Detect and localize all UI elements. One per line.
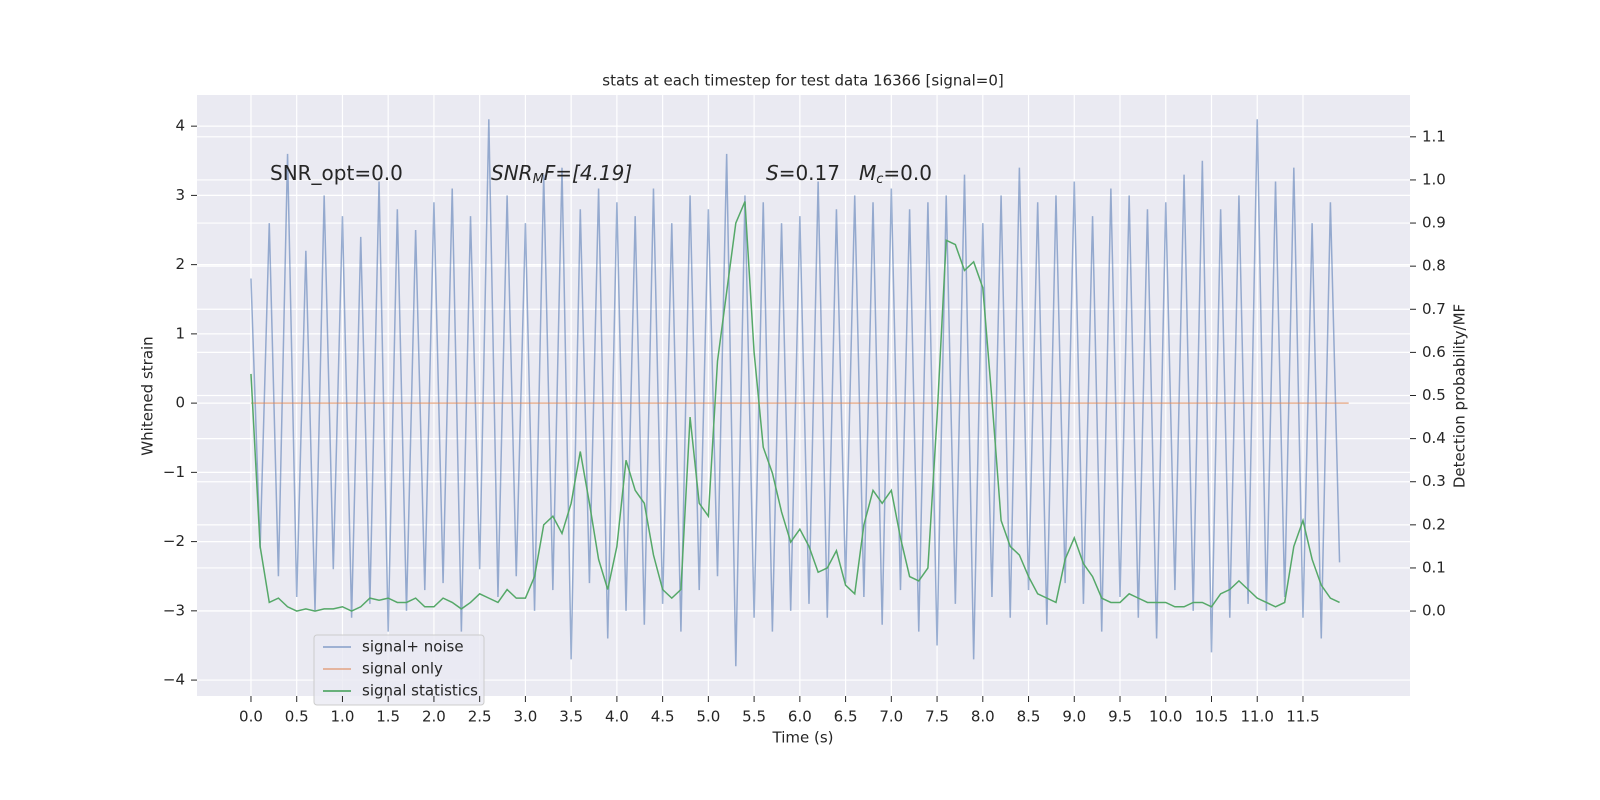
x-tick-label: 2.0 (422, 708, 446, 726)
annotation-text: S (766, 161, 779, 185)
x-tick-label: 10.5 (1195, 708, 1228, 726)
y2-tick-label: 1.1 (1422, 127, 1446, 145)
y-tick-label: 2 (175, 255, 185, 273)
x-tick-label: 9.5 (1108, 708, 1132, 726)
y-tick-label: −1 (163, 463, 185, 481)
annotation-text: =0.17 (779, 161, 840, 185)
y-tick-label: 0 (175, 394, 185, 412)
x-tick-label: 3.5 (559, 708, 583, 726)
y2-tick-label: 0.1 (1422, 558, 1446, 576)
annotation-text: M (533, 172, 544, 187)
annotation-text: c (876, 172, 883, 187)
chart-title: stats at each timestep for test data 163… (602, 72, 1003, 90)
x-tick-label: 11.0 (1241, 708, 1274, 726)
x-tick-label: 1.0 (331, 708, 355, 726)
x-tick-label: 5.0 (696, 708, 720, 726)
x-tick-label: 6.0 (788, 708, 812, 726)
x-tick-label: 11.5 (1286, 708, 1319, 726)
y2-tick-label: 0.0 (1422, 602, 1446, 620)
y2-tick-label: 0.6 (1422, 343, 1446, 361)
legend-label: signal statistics (362, 682, 478, 700)
x-tick-label: 9.0 (1062, 708, 1086, 726)
x-tick-label: 2.5 (468, 708, 492, 726)
annotation-text: F=[4.19] (544, 161, 632, 185)
annotation: S=0.17 Mc=0.0 (766, 161, 932, 187)
y2-tick-label: 0.5 (1422, 386, 1446, 404)
y2-tick-label: 0.9 (1422, 214, 1446, 232)
x-tick-label: 0.0 (239, 708, 263, 726)
x-tick-label: 8.0 (971, 708, 995, 726)
legend-box (313, 634, 485, 706)
x-tick-label: 4.5 (651, 708, 675, 726)
x-axis-label: Time (s) (772, 729, 834, 747)
x-tick-label: 1.5 (376, 708, 400, 726)
y-tick-label: 1 (175, 324, 185, 342)
x-tick-label: 7.0 (879, 708, 903, 726)
annotation-text: SNR_opt=0.0 (270, 161, 403, 185)
y2-tick-label: 0.3 (1422, 472, 1446, 490)
y2-axis-label: Detection probability/MF (1451, 304, 1469, 488)
x-tick-label: 4.0 (605, 708, 629, 726)
y-tick-label: −2 (163, 532, 185, 550)
legend-label: signal+ noise (362, 638, 464, 656)
y-tick-label: −4 (163, 671, 185, 689)
x-tick-label: 6.5 (834, 708, 858, 726)
x-tick-label: 5.5 (742, 708, 766, 726)
x-tick-label: 10.0 (1149, 708, 1182, 726)
x-tick-label: 7.5 (925, 708, 949, 726)
y2-tick-label: 0.8 (1422, 257, 1446, 275)
legend: signal+ noise signal only signal statistic… (313, 634, 485, 706)
y2-tick-label: 1.0 (1422, 170, 1446, 188)
annotation-text: M (859, 161, 876, 185)
x-tick-label: 8.5 (1017, 708, 1041, 726)
series-line (250, 119, 1341, 667)
y-tick-label: 4 (175, 117, 185, 135)
x-tick-label: 3.0 (513, 708, 537, 726)
y2-tick-label: 0.2 (1422, 515, 1446, 533)
annotation-text: =0.0 (883, 161, 932, 185)
y-tick-label: 3 (175, 186, 185, 204)
series-line (250, 201, 1340, 612)
annotation-text: SNR (491, 161, 533, 185)
x-tick-label: 0.5 (285, 708, 309, 726)
y2-tick-label: 0.4 (1422, 429, 1446, 447)
legend-label: signal only (362, 660, 443, 678)
y-tick-label: −3 (163, 601, 185, 619)
annotation: SNR_opt=0.0 (270, 161, 403, 185)
y-axis-label: Whitened strain (139, 336, 157, 455)
annotation: SNRMF=[4.19] (491, 161, 632, 187)
y2-tick-label: 0.7 (1422, 300, 1446, 318)
marks (250, 119, 1349, 667)
